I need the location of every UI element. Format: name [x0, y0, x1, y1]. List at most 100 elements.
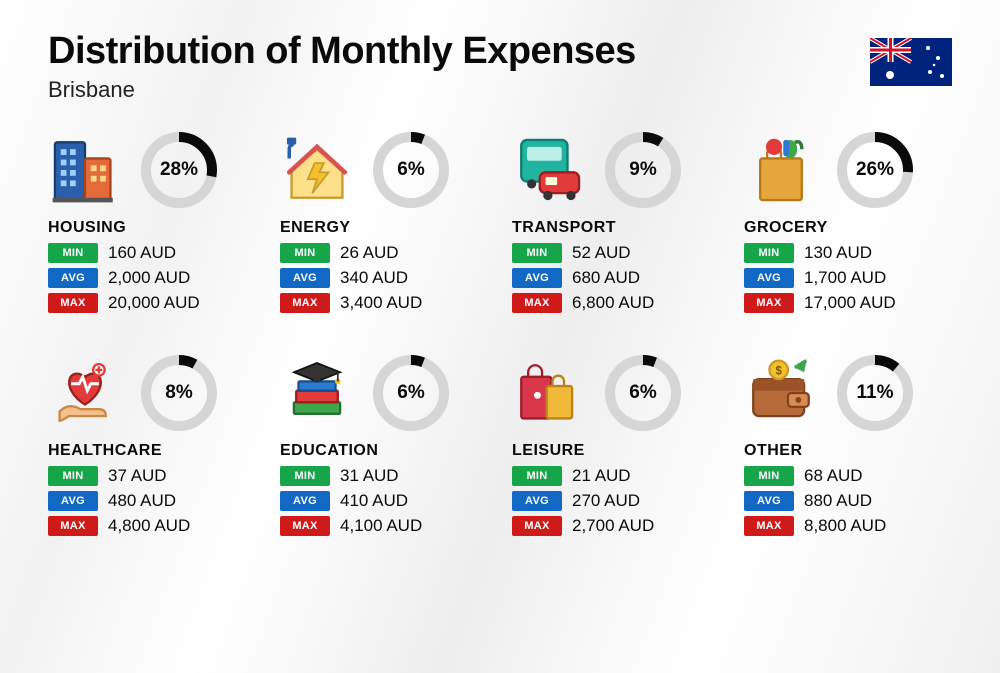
stat-avg: AVG 340 AUD — [280, 268, 488, 288]
avg-badge: AVG — [280, 268, 330, 288]
avg-value: 680 AUD — [572, 268, 640, 288]
category-card: 6% LEISURE MIN 21 AUD AVG 270 AUD MAX 2,… — [512, 354, 720, 541]
stat-avg: AVG 1,700 AUD — [744, 268, 952, 288]
avg-value: 1,700 AUD — [804, 268, 886, 288]
percent-donut: 26% — [836, 131, 914, 209]
min-badge: MIN — [744, 243, 794, 263]
percent-donut: 28% — [140, 131, 218, 209]
max-badge: MAX — [512, 293, 562, 313]
wallet-icon: $ — [744, 356, 818, 430]
percent-label: 6% — [604, 354, 682, 432]
avg-value: 270 AUD — [572, 491, 640, 511]
heart-hand-icon — [48, 356, 122, 430]
page-subtitle: Brisbane — [48, 77, 952, 103]
stat-max: MAX 17,000 AUD — [744, 293, 952, 313]
grad-books-icon — [280, 356, 354, 430]
percent-label: 28% — [140, 131, 218, 209]
category-name: TRANSPORT — [512, 219, 720, 237]
max-value: 8,800 AUD — [804, 516, 886, 536]
stat-avg: AVG 480 AUD — [48, 491, 256, 511]
avg-value: 880 AUD — [804, 491, 872, 511]
min-value: 21 AUD — [572, 466, 631, 486]
max-badge: MAX — [744, 516, 794, 536]
avg-value: 2,000 AUD — [108, 268, 190, 288]
stat-min: MIN 31 AUD — [280, 466, 488, 486]
min-value: 160 AUD — [108, 243, 176, 263]
avg-value: 480 AUD — [108, 491, 176, 511]
category-card: 6% EDUCATION MIN 31 AUD AVG 410 AUD MAX … — [280, 354, 488, 541]
stat-min: MIN 68 AUD — [744, 466, 952, 486]
avg-badge: AVG — [744, 491, 794, 511]
avg-badge: AVG — [512, 268, 562, 288]
category-name: EDUCATION — [280, 442, 488, 460]
bus-car-icon — [512, 133, 586, 207]
max-value: 4,100 AUD — [340, 516, 422, 536]
percent-label: 26% — [836, 131, 914, 209]
min-badge: MIN — [512, 466, 562, 486]
stat-max: MAX 6,800 AUD — [512, 293, 720, 313]
category-card: $ 11% OTHER MIN 68 AUD AVG 880 AUD MAX 8… — [744, 354, 952, 541]
percent-donut: 11% — [836, 354, 914, 432]
min-value: 52 AUD — [572, 243, 631, 263]
category-card: 9% TRANSPORT MIN 52 AUD AVG 680 AUD MAX … — [512, 131, 720, 318]
percent-label: 8% — [140, 354, 218, 432]
percent-label: 11% — [836, 354, 914, 432]
min-value: 37 AUD — [108, 466, 167, 486]
stat-avg: AVG 410 AUD — [280, 491, 488, 511]
max-badge: MAX — [280, 516, 330, 536]
min-badge: MIN — [48, 243, 98, 263]
max-badge: MAX — [280, 293, 330, 313]
category-card: 26% GROCERY MIN 130 AUD AVG 1,700 AUD MA… — [744, 131, 952, 318]
stat-min: MIN 21 AUD — [512, 466, 720, 486]
min-value: 68 AUD — [804, 466, 863, 486]
avg-value: 410 AUD — [340, 491, 408, 511]
stat-avg: AVG 2,000 AUD — [48, 268, 256, 288]
percent-label: 6% — [372, 354, 450, 432]
category-name: LEISURE — [512, 442, 720, 460]
stat-avg: AVG 880 AUD — [744, 491, 952, 511]
min-value: 31 AUD — [340, 466, 399, 486]
category-card: 8% HEALTHCARE MIN 37 AUD AVG 480 AUD MAX… — [48, 354, 256, 541]
svg-text:$: $ — [775, 366, 782, 378]
avg-badge: AVG — [48, 491, 98, 511]
stat-max: MAX 20,000 AUD — [48, 293, 256, 313]
max-value: 20,000 AUD — [108, 293, 200, 313]
stat-min: MIN 52 AUD — [512, 243, 720, 263]
avg-badge: AVG — [48, 268, 98, 288]
max-value: 3,400 AUD — [340, 293, 422, 313]
buildings-icon — [48, 133, 122, 207]
stat-max: MAX 8,800 AUD — [744, 516, 952, 536]
page-title: Distribution of Monthly Expenses — [48, 30, 952, 73]
stat-avg: AVG 270 AUD — [512, 491, 720, 511]
max-value: 2,700 AUD — [572, 516, 654, 536]
min-badge: MIN — [280, 466, 330, 486]
stat-min: MIN 160 AUD — [48, 243, 256, 263]
avg-badge: AVG — [744, 268, 794, 288]
max-value: 17,000 AUD — [804, 293, 896, 313]
stat-max: MAX 2,700 AUD — [512, 516, 720, 536]
header: Distribution of Monthly Expenses Brisban… — [48, 30, 952, 103]
grocery-bag-icon — [744, 133, 818, 207]
max-badge: MAX — [48, 516, 98, 536]
stat-min: MIN 26 AUD — [280, 243, 488, 263]
shopping-bags-icon — [512, 356, 586, 430]
percent-label: 6% — [372, 131, 450, 209]
stat-max: MAX 3,400 AUD — [280, 293, 488, 313]
australia-flag-icon — [870, 38, 952, 86]
min-badge: MIN — [280, 243, 330, 263]
min-value: 130 AUD — [804, 243, 872, 263]
avg-badge: AVG — [512, 491, 562, 511]
percent-donut: 8% — [140, 354, 218, 432]
stat-avg: AVG 680 AUD — [512, 268, 720, 288]
percent-donut: 6% — [372, 131, 450, 209]
category-name: ENERGY — [280, 219, 488, 237]
stat-max: MAX 4,800 AUD — [48, 516, 256, 536]
min-badge: MIN — [48, 466, 98, 486]
percent-donut: 6% — [604, 354, 682, 432]
percent-donut: 6% — [372, 354, 450, 432]
avg-value: 340 AUD — [340, 268, 408, 288]
max-badge: MAX — [744, 293, 794, 313]
max-badge: MAX — [512, 516, 562, 536]
stat-min: MIN 130 AUD — [744, 243, 952, 263]
energy-house-icon — [280, 133, 354, 207]
